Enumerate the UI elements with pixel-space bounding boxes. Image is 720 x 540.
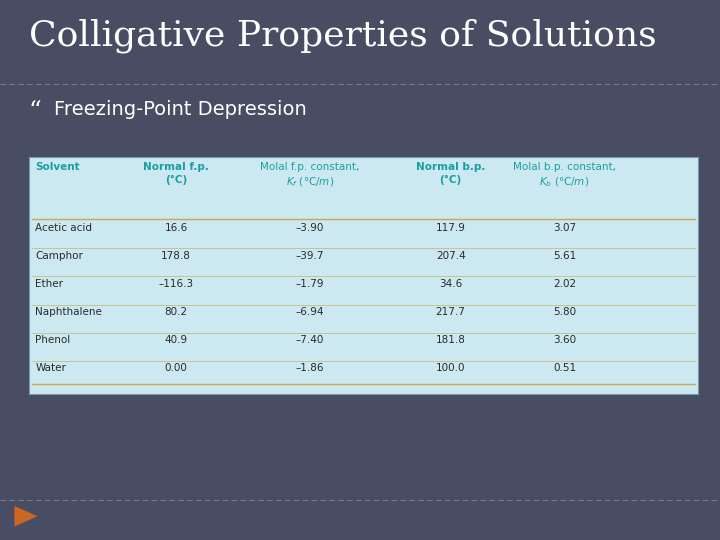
Text: –116.3: –116.3 <box>158 279 194 289</box>
Text: Normal f.p.
(°C): Normal f.p. (°C) <box>143 162 209 185</box>
Text: 3.07: 3.07 <box>553 223 576 233</box>
Text: 181.8: 181.8 <box>436 335 466 346</box>
Text: 117.9: 117.9 <box>436 223 466 233</box>
Text: “: “ <box>29 100 42 123</box>
Text: Molal f.p. constant,
$K_f$ (°C/$m$): Molal f.p. constant, $K_f$ (°C/$m$) <box>261 162 360 188</box>
Text: 16.6: 16.6 <box>164 223 188 233</box>
Text: 100.0: 100.0 <box>436 363 465 374</box>
Polygon shape <box>14 506 37 526</box>
Text: 0.00: 0.00 <box>165 363 187 374</box>
Text: 80.2: 80.2 <box>165 307 188 318</box>
Text: Camphor: Camphor <box>35 251 84 261</box>
Text: Freezing-Point Depression: Freezing-Point Depression <box>54 100 307 119</box>
Text: –1.79: –1.79 <box>296 279 324 289</box>
Text: –3.90: –3.90 <box>296 223 324 233</box>
Text: 34.6: 34.6 <box>439 279 462 289</box>
Text: 0.51: 0.51 <box>553 363 576 374</box>
Text: Water: Water <box>35 363 66 374</box>
Text: –6.94: –6.94 <box>296 307 324 318</box>
Text: –39.7: –39.7 <box>296 251 324 261</box>
Text: Colligative Properties of Solutions: Colligative Properties of Solutions <box>29 19 657 53</box>
Text: 2.02: 2.02 <box>553 279 576 289</box>
Text: 3.60: 3.60 <box>553 335 576 346</box>
Text: 217.7: 217.7 <box>436 307 466 318</box>
Text: 207.4: 207.4 <box>436 251 466 261</box>
Text: –7.40: –7.40 <box>296 335 324 346</box>
Text: Solvent: Solvent <box>35 162 80 172</box>
Text: Normal b.p.
(°C): Normal b.p. (°C) <box>416 162 485 185</box>
Text: Phenol: Phenol <box>35 335 71 346</box>
Text: 178.8: 178.8 <box>161 251 191 261</box>
Text: 5.80: 5.80 <box>553 307 576 318</box>
Text: Acetic acid: Acetic acid <box>35 223 92 233</box>
Text: Naphthalene: Naphthalene <box>35 307 102 318</box>
Text: –1.86: –1.86 <box>296 363 324 374</box>
Text: 40.9: 40.9 <box>165 335 188 346</box>
Text: 5.61: 5.61 <box>553 251 576 261</box>
Text: Molal b.p. constant,
$K_b$ (°C/$m$): Molal b.p. constant, $K_b$ (°C/$m$) <box>513 162 616 188</box>
Text: Ether: Ether <box>35 279 63 289</box>
